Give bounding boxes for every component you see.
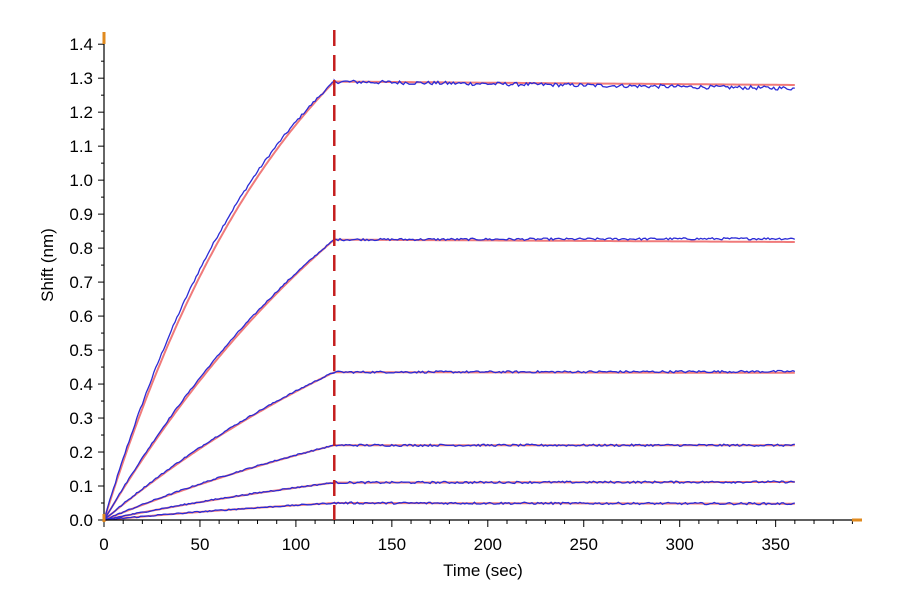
- data-curve: [103, 442, 795, 521]
- y-tick-label: 0.3: [69, 409, 93, 428]
- data-curve: [103, 501, 795, 521]
- fit-curves: [103, 80, 795, 521]
- x-tick-label: 200: [474, 535, 502, 554]
- y-tick-label: 0.8: [69, 239, 93, 258]
- y-tick-label: 0.6: [69, 307, 93, 326]
- x-tick-label: 350: [761, 535, 789, 554]
- y-tick-label: 0.4: [69, 375, 93, 394]
- data-curve: [103, 236, 796, 521]
- y-tick-label: 0.5: [69, 341, 93, 360]
- data-curve: [103, 78, 795, 520]
- x-tick-label: 100: [282, 535, 310, 554]
- x-tick-label: 300: [666, 535, 694, 554]
- y-tick-label: 1.4: [69, 35, 93, 54]
- y-tick-label: 1.2: [69, 103, 93, 122]
- y-tick-label: 0.1: [69, 477, 93, 496]
- data-curves: [103, 78, 796, 521]
- x-axis-title: Time (sec): [443, 561, 523, 580]
- y-tick-label: 1.3: [69, 69, 93, 88]
- y-tick-label: 0.7: [69, 273, 93, 292]
- fit-curve: [103, 238, 795, 521]
- y-tick-label: 1.1: [69, 137, 93, 156]
- y-tick-label: 0.2: [69, 443, 93, 462]
- y-tick-label: 0.9: [69, 205, 93, 224]
- x-tick-label: 250: [570, 535, 598, 554]
- data-curve: [103, 369, 796, 521]
- x-tick-label: 50: [190, 535, 209, 554]
- x-tick-label: 150: [378, 535, 406, 554]
- y-axis-ticks: 0.0 0.1 0.2 0.3 0.4 0.5 0.6 0.7 0.8 0.9 1.0 1.1 1.2 1…: [69, 35, 104, 530]
- fit-curve: [103, 80, 795, 521]
- data-curve: [103, 480, 795, 520]
- x-axis-ticks: 0 50 100 150 200 250 300 350: [99, 520, 853, 554]
- x-tick-label: 0: [99, 535, 108, 554]
- y-axis-title: Shift (nm): [38, 228, 57, 302]
- y-tick-label: 0.0: [69, 511, 93, 530]
- y-tick-label: 1.0: [69, 171, 93, 190]
